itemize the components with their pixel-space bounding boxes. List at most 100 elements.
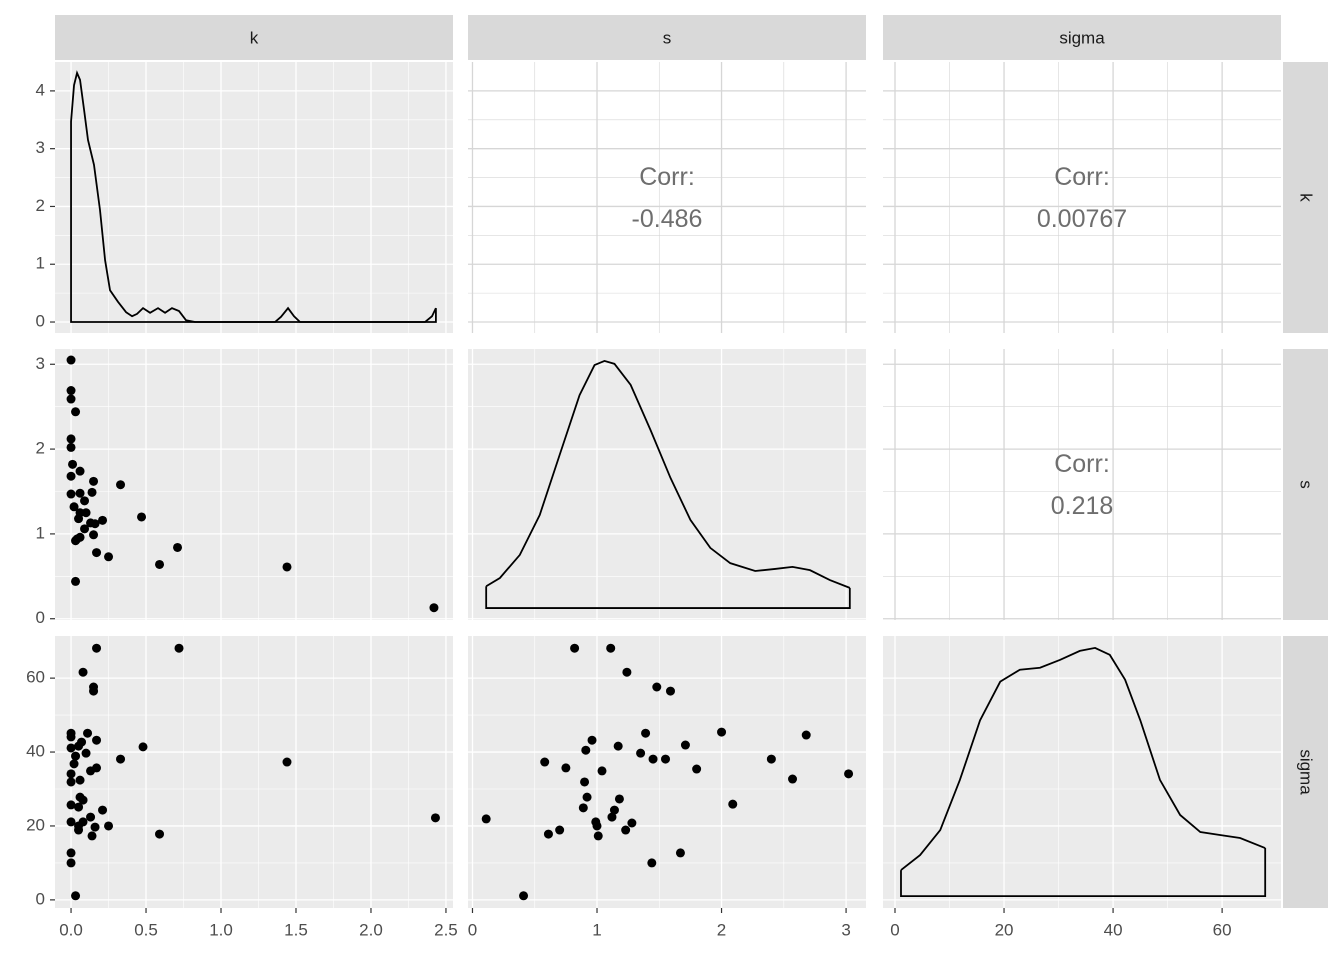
point <box>104 552 114 562</box>
point <box>98 805 108 815</box>
point <box>613 741 623 751</box>
point <box>570 643 580 653</box>
y-tick-label: 0 <box>36 312 45 331</box>
point <box>74 514 84 524</box>
panel-background <box>55 62 453 333</box>
point <box>68 459 78 469</box>
panel-background <box>468 636 866 908</box>
point <box>66 489 76 499</box>
point <box>89 476 99 486</box>
point <box>66 743 76 753</box>
point <box>86 812 96 822</box>
y-tick-label: 1 <box>36 254 45 273</box>
point <box>71 407 81 417</box>
point <box>66 800 76 810</box>
panel-background <box>55 636 453 908</box>
point <box>614 794 624 804</box>
x-tick-label: 2.0 <box>359 920 383 939</box>
point <box>801 730 811 740</box>
y-tick-label: 0 <box>36 889 45 908</box>
corr-value: 0.218 <box>1051 492 1114 520</box>
x-tick-label: 1 <box>592 920 601 939</box>
point <box>174 643 184 653</box>
point <box>116 480 126 490</box>
corr-value: 0.00767 <box>1037 205 1127 233</box>
point <box>540 757 550 767</box>
corr-label: Corr: <box>1054 450 1110 478</box>
point <box>429 603 439 613</box>
corr-label: Corr: <box>639 163 695 191</box>
point <box>66 777 76 787</box>
point <box>788 774 798 784</box>
point <box>116 754 126 764</box>
row-strip <box>1283 636 1328 908</box>
x-tick-label: 20 <box>995 920 1014 939</box>
corr-value: -0.486 <box>632 205 703 233</box>
point <box>636 748 646 758</box>
point <box>582 792 592 802</box>
column-strip-label: k <box>250 28 259 47</box>
column-strip-label: s <box>663 28 672 47</box>
point <box>593 831 603 841</box>
point <box>89 686 99 696</box>
point <box>98 515 108 525</box>
row-strip <box>1283 349 1328 620</box>
point <box>81 748 91 758</box>
point <box>609 805 619 815</box>
point <box>652 682 662 692</box>
point <box>728 799 738 809</box>
point <box>66 769 76 779</box>
point <box>580 777 590 787</box>
point <box>80 524 90 534</box>
point <box>78 795 88 805</box>
point <box>66 386 76 396</box>
point <box>138 742 148 752</box>
x-tick-label: 1.0 <box>209 920 233 939</box>
panel-background <box>55 349 453 620</box>
point <box>844 769 854 779</box>
x-tick-label: 3 <box>841 920 850 939</box>
point <box>66 434 76 444</box>
point <box>104 821 114 831</box>
point <box>561 763 571 773</box>
point <box>66 732 76 742</box>
y-tick-label: 40 <box>26 742 45 761</box>
point <box>71 891 81 901</box>
point <box>581 745 591 755</box>
point <box>71 536 81 546</box>
y-tick-label: 1 <box>36 523 45 542</box>
point <box>86 766 96 776</box>
y-tick-label: 60 <box>26 668 45 687</box>
point <box>137 512 147 522</box>
density-curve <box>70 70 437 323</box>
point <box>66 848 76 858</box>
point <box>90 519 100 529</box>
point <box>74 741 84 751</box>
point <box>87 487 97 497</box>
point <box>92 548 102 558</box>
y-tick-label: 3 <box>36 354 45 373</box>
point <box>92 735 102 745</box>
point <box>766 754 776 764</box>
x-tick-label: 2.5 <box>434 920 458 939</box>
point <box>665 686 675 696</box>
point <box>155 829 165 839</box>
point <box>597 766 607 776</box>
y-tick-label: 20 <box>26 815 45 834</box>
point <box>173 542 183 552</box>
x-tick-label: 1.5 <box>284 920 308 939</box>
point <box>622 667 632 677</box>
density-base <box>485 586 851 609</box>
x-tick-label: 0 <box>468 920 477 939</box>
point <box>66 858 76 868</box>
column-strip <box>468 15 866 60</box>
point <box>543 829 553 839</box>
point <box>75 488 85 498</box>
point <box>587 735 597 745</box>
x-tick-label: 2 <box>717 920 726 939</box>
point <box>74 825 84 835</box>
row-strip <box>1283 62 1328 333</box>
panel-background <box>468 349 866 620</box>
